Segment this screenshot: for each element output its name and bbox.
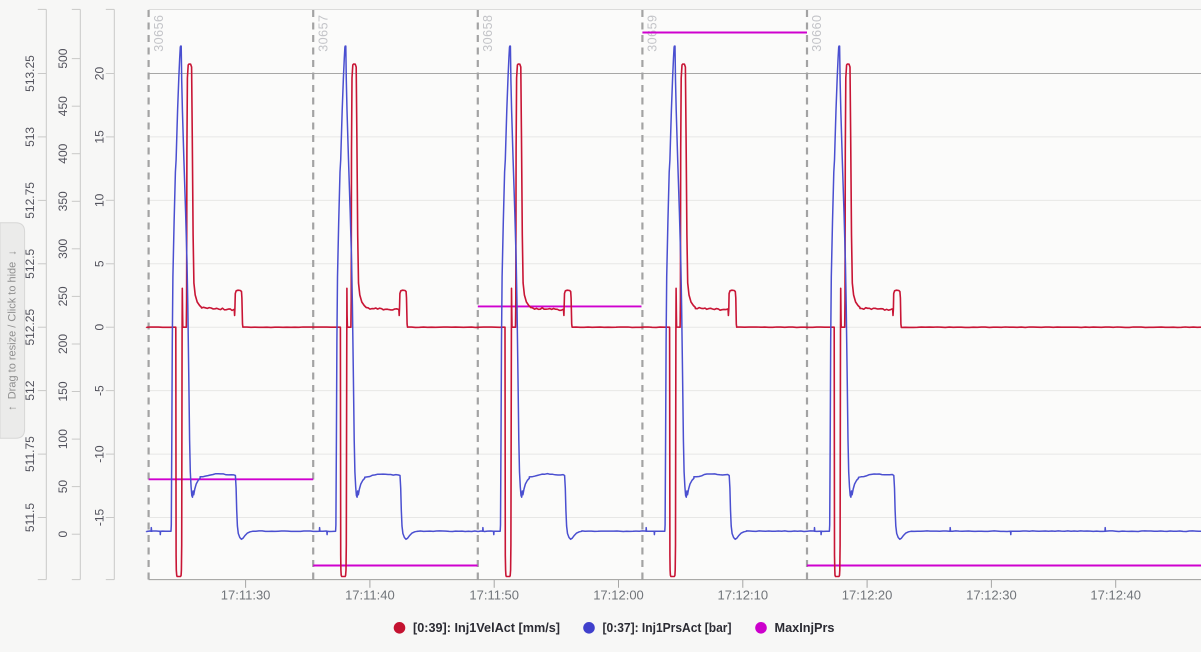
- svg-text:17:12:40: 17:12:40: [1090, 588, 1141, 603]
- svg-text:30660: 30660: [810, 15, 824, 52]
- svg-text:-15: -15: [93, 509, 107, 527]
- svg-text:MaxInjPrs: MaxInjPrs: [775, 620, 835, 635]
- svg-text:512: 512: [23, 380, 37, 400]
- svg-text:100: 100: [56, 429, 70, 449]
- svg-text:512.25: 512.25: [23, 309, 37, 346]
- svg-text:200: 200: [56, 334, 70, 354]
- svg-text:-5: -5: [93, 385, 107, 396]
- svg-text:512.75: 512.75: [23, 182, 37, 219]
- svg-text:30658: 30658: [481, 15, 495, 52]
- svg-text:150: 150: [56, 381, 70, 401]
- svg-text:↑ Drag to resize / Click to h: ↑ Drag to resize / Click to hide ↓: [6, 250, 18, 411]
- svg-text:17:11:50: 17:11:50: [469, 588, 519, 603]
- svg-text:50: 50: [56, 480, 70, 494]
- svg-text:0: 0: [93, 324, 107, 331]
- svg-text:30657: 30657: [316, 15, 330, 52]
- svg-text:511.75: 511.75: [23, 436, 37, 472]
- svg-text:17:11:30: 17:11:30: [221, 588, 271, 603]
- svg-text:5: 5: [93, 260, 107, 267]
- svg-text:17:12:00: 17:12:00: [593, 588, 644, 603]
- svg-text:511.5: 511.5: [23, 503, 37, 532]
- svg-text:500: 500: [56, 48, 70, 68]
- svg-text:17:12:20: 17:12:20: [842, 588, 893, 603]
- svg-text:250: 250: [56, 286, 70, 306]
- svg-text:0: 0: [56, 531, 70, 538]
- svg-text:450: 450: [56, 96, 70, 116]
- svg-text:15: 15: [93, 130, 107, 144]
- svg-text:17:11:40: 17:11:40: [345, 588, 395, 603]
- svg-text:513.25: 513.25: [23, 55, 37, 92]
- svg-text:17:12:30: 17:12:30: [966, 588, 1017, 603]
- svg-text:30656: 30656: [152, 15, 166, 52]
- svg-text:400: 400: [56, 143, 70, 163]
- svg-text:350: 350: [56, 191, 70, 211]
- svg-text:512.5: 512.5: [23, 248, 37, 278]
- svg-text:[0:39]: Inj1VelAct [mm/s]: [0:39]: Inj1VelAct [mm/s]: [413, 620, 560, 635]
- svg-text:[0:37]: Inj1PrsAct [bar]: [0:37]: Inj1PrsAct [bar]: [603, 620, 732, 635]
- svg-text:20: 20: [93, 67, 107, 81]
- svg-text:17:12:10: 17:12:10: [717, 588, 768, 603]
- svg-text:513: 513: [23, 127, 37, 147]
- svg-text:300: 300: [56, 238, 70, 258]
- svg-text:-10: -10: [93, 445, 107, 463]
- svg-text:10: 10: [93, 193, 107, 207]
